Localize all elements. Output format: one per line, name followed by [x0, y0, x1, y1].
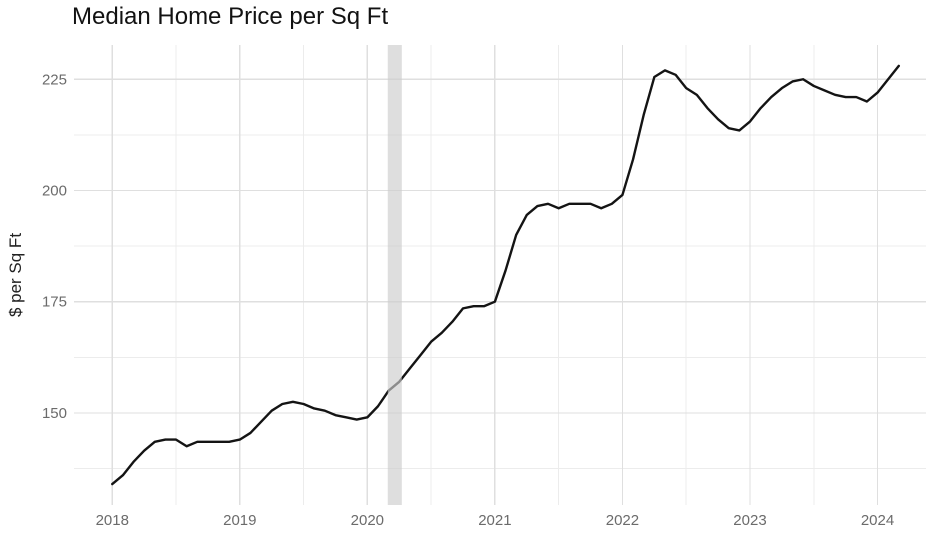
x-tick-label: 2019	[223, 512, 256, 529]
chart-title: Median Home Price per Sq Ft	[72, 3, 389, 30]
x-tick-label: 2022	[606, 512, 639, 529]
x-tick-label: 2018	[96, 512, 129, 529]
y-tick-label: 175	[42, 294, 67, 311]
y-tick-label: 200	[42, 182, 67, 199]
x-tick-label: 2024	[861, 512, 894, 529]
y-tick-label: 150	[42, 405, 67, 422]
x-tick-label: 2021	[478, 512, 511, 529]
x-tick-label: 2020	[351, 512, 384, 529]
recession-band	[387, 45, 402, 505]
y-axis-title: $ per Sq Ft	[6, 232, 25, 318]
price-line	[111, 64, 900, 486]
x-tick-label: 2023	[733, 512, 766, 529]
y-tick-label: 225	[42, 71, 67, 88]
